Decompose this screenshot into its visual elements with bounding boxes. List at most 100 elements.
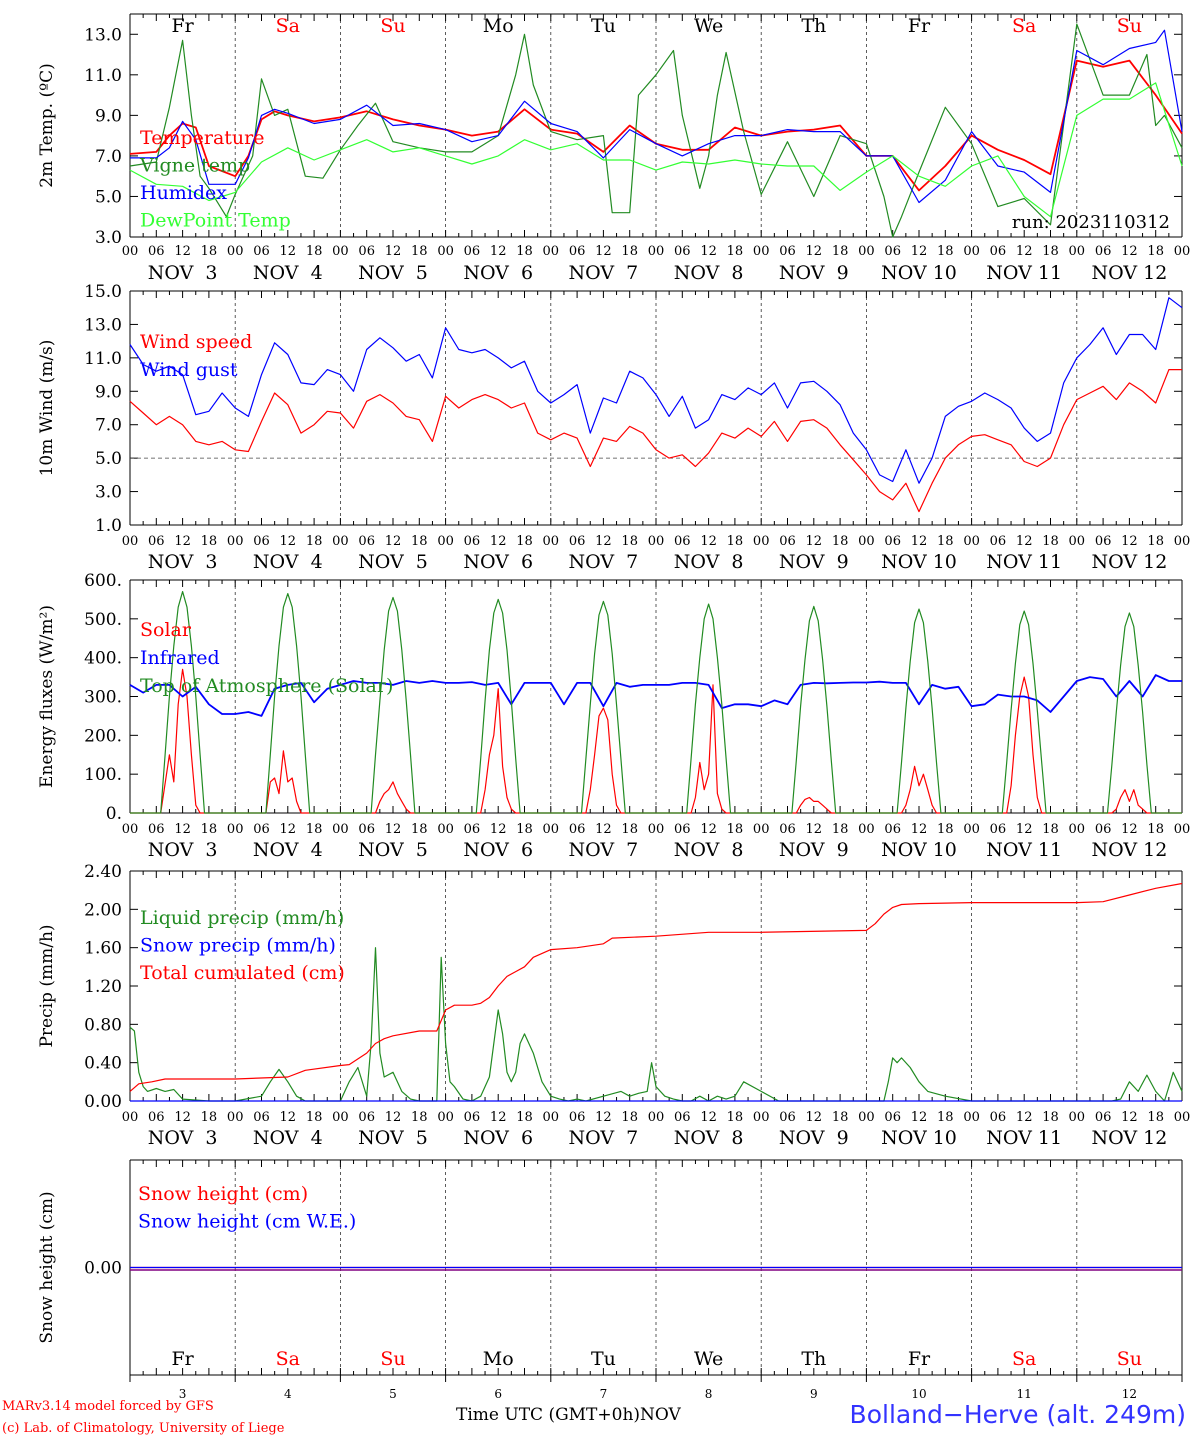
legend-entry: Wind speed xyxy=(140,331,252,353)
y-tick-label: 11.0 xyxy=(84,349,122,369)
day-label: NOV 9 xyxy=(779,1127,849,1149)
hour-tick-label: 00 xyxy=(332,534,349,549)
lab-credit: (c) Lab. of Climatology, University of L… xyxy=(2,1421,285,1436)
y-tick-label: 1.20 xyxy=(84,977,122,997)
hour-tick-label: 06 xyxy=(990,1110,1007,1125)
hour-tick-label: 18 xyxy=(621,244,638,259)
hour-tick-label: 00 xyxy=(543,244,560,259)
y-tick-label: 2.00 xyxy=(84,900,122,920)
hour-tick-label: 18 xyxy=(201,244,218,259)
weekday-label: Su xyxy=(380,1348,405,1370)
hour-tick-label: 06 xyxy=(358,1110,375,1125)
hour-tick-label: 06 xyxy=(148,244,165,259)
hour-tick-label: 18 xyxy=(621,534,638,549)
hour-tick-label: 12 xyxy=(700,822,717,837)
hour-tick-label: 18 xyxy=(937,1110,954,1125)
hour-tick-label: 06 xyxy=(569,244,586,259)
hour-tick-label: 06 xyxy=(779,1110,796,1125)
day-label: NOV 6 xyxy=(463,262,533,284)
weekday-label: Fr xyxy=(171,15,194,37)
day-label: NOV 5 xyxy=(358,1127,428,1149)
hour-tick-label: 00 xyxy=(858,244,875,259)
y-tick-label: 300. xyxy=(84,688,122,708)
time-utc-label: Time UTC (GMT+0h) xyxy=(456,1405,641,1425)
series-line-infrared xyxy=(129,674,1182,717)
hour-tick-label: 00 xyxy=(753,1110,770,1125)
day-label: NOV 7 xyxy=(569,1127,639,1149)
day-label: NOV 7 xyxy=(569,551,639,573)
hour-tick-label: 18 xyxy=(201,1110,218,1125)
weekday-label: Su xyxy=(1117,1348,1142,1370)
hour-tick-label: 06 xyxy=(884,534,901,549)
weekday-label: Su xyxy=(1117,15,1142,37)
hour-tick-label: 06 xyxy=(464,534,481,549)
hour-tick-label: 06 xyxy=(674,822,691,837)
hour-tick-label: 12 xyxy=(1121,1110,1138,1125)
hour-tick-label: 00 xyxy=(543,822,560,837)
day-label: NOV 11 xyxy=(986,262,1062,284)
hour-tick-label: 00 xyxy=(648,822,665,837)
legend-entry: Solar xyxy=(140,619,192,641)
hour-tick-label: 00 xyxy=(963,1110,980,1125)
hour-tick-label: 18 xyxy=(832,244,849,259)
hour-tick-label: 06 xyxy=(1095,534,1112,549)
hour-tick-label: 06 xyxy=(779,244,796,259)
hour-tick-label: 06 xyxy=(148,1110,165,1125)
series-line-solar xyxy=(130,668,1182,814)
hour-tick-label: 18 xyxy=(621,1110,638,1125)
hour-tick-label: 12 xyxy=(911,244,928,259)
panel-5: 0.00 Snow height (cm) Snow height (cm) Snow… xyxy=(37,1159,1183,1376)
y-axis-title: Energy fluxes (W/m²) xyxy=(37,605,57,788)
hour-tick-label: 06 xyxy=(990,244,1007,259)
hour-tick-label: 18 xyxy=(937,534,954,549)
weekday-label: Th xyxy=(801,15,826,37)
hour-tick-label: 00 xyxy=(753,244,770,259)
day-label: NOV 5 xyxy=(358,551,428,573)
day-number: 8 xyxy=(705,1387,713,1401)
y-tick-label: 0.40 xyxy=(84,1054,122,1074)
hour-tick-label: 00 xyxy=(437,244,454,259)
hour-tick-label: 18 xyxy=(516,244,533,259)
hour-tick-label: 18 xyxy=(1147,244,1164,259)
day-label: NOV 8 xyxy=(674,551,744,573)
weekday-label: Sa xyxy=(276,15,300,37)
day-number: 12 xyxy=(1122,1387,1137,1401)
series-line-total-cumulated-cm- xyxy=(129,882,1183,1092)
hour-tick-label: 12 xyxy=(700,1110,717,1125)
y-tick-label: 15.0 xyxy=(84,282,122,302)
y-tick-label: 1.0 xyxy=(95,516,122,536)
hour-tick-label: 18 xyxy=(516,822,533,837)
hour-tick-label: 12 xyxy=(490,822,507,837)
hour-tick-label: 00 xyxy=(648,1110,665,1125)
y-tick-label: 7.0 xyxy=(95,416,122,436)
hour-tick-label: 18 xyxy=(201,822,218,837)
day-label: NOV 7 xyxy=(569,839,639,861)
day-label: NOV 10 xyxy=(881,551,957,573)
hour-tick-label: 12 xyxy=(911,822,928,837)
y-tick-label: 5.0 xyxy=(95,187,122,207)
month-label: NOV xyxy=(640,1405,681,1425)
day-label: NOV 11 xyxy=(986,839,1062,861)
hour-tick-label: 12 xyxy=(595,244,612,259)
hour-tick-label: 06 xyxy=(358,534,375,549)
day-number: 10 xyxy=(911,1387,926,1401)
day-label: NOV 7 xyxy=(569,262,639,284)
hour-tick-label: 06 xyxy=(464,822,481,837)
y-tick-label: 1.60 xyxy=(84,939,122,959)
legend-entry: Humidex xyxy=(140,182,227,204)
hour-tick-label: 18 xyxy=(621,822,638,837)
day-number: 9 xyxy=(810,1387,818,1401)
legend-entry: Snow height (cm W.E.) xyxy=(138,1211,356,1233)
legend-entry: Temperature xyxy=(140,127,264,149)
hour-tick-label: 12 xyxy=(595,534,612,549)
hour-tick-label: 06 xyxy=(1095,1110,1112,1125)
hour-tick-label: 18 xyxy=(727,1110,744,1125)
day-label: NOV 8 xyxy=(674,839,744,861)
hour-tick-label: 18 xyxy=(411,244,428,259)
hour-tick-label: 18 xyxy=(411,1110,428,1125)
hour-tick-label: 00 xyxy=(122,244,139,259)
hour-tick-label: 00 xyxy=(1174,244,1191,259)
y-tick-label: 13.0 xyxy=(84,25,122,45)
hour-tick-label: 00 xyxy=(227,1110,244,1125)
time-axis-label: Time UTC (GMT+0h)NOV xyxy=(456,1405,681,1425)
